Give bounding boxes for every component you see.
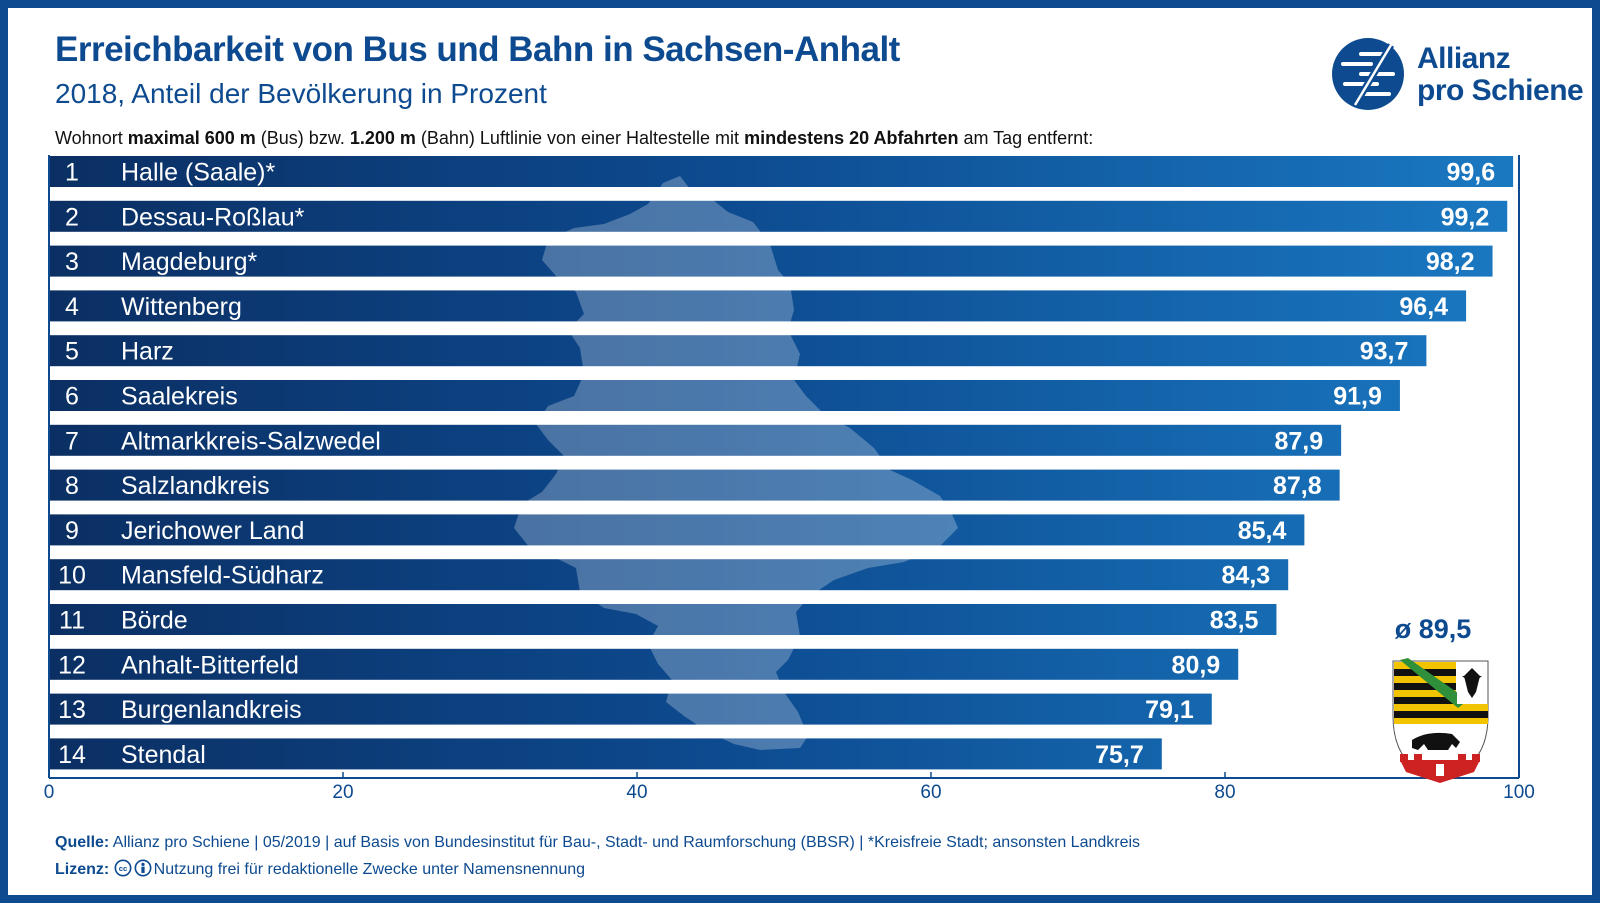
category-label: Halle (Saale)* bbox=[121, 159, 276, 187]
bar bbox=[49, 245, 1493, 277]
svg-text:cc: cc bbox=[118, 864, 127, 873]
x-axis: 0 20 40 60 80 100 bbox=[44, 155, 1535, 803]
allianz-pro-schiene-logo-icon bbox=[1332, 38, 1404, 110]
category-label: Anhalt-Bitterfeld bbox=[121, 651, 299, 679]
labels-layer: 1 Halle (Saale)* 99,6 2 Dessau-Roßlau* 99,2 3 M… bbox=[58, 159, 1495, 769]
source-label: Quelle: bbox=[55, 834, 110, 851]
bar bbox=[49, 469, 1340, 501]
rank-label: 5 bbox=[65, 338, 79, 366]
rank-label: 7 bbox=[65, 427, 79, 455]
source-text: Allianz pro Schiene | 05/2019 | auf Basi… bbox=[109, 834, 1141, 851]
category-label: Stendal bbox=[121, 741, 206, 769]
x-tick-label: 100 bbox=[1503, 782, 1535, 803]
x-tick-label: 60 bbox=[920, 782, 941, 803]
description-text-3: (Bahn) Luftlinie von einer Haltestelle m… bbox=[415, 128, 745, 148]
description-bold-3: mindestens 20 Abfahrten bbox=[744, 128, 959, 148]
category-label: Jerichower Land bbox=[121, 517, 304, 545]
description-bold-2: 1.200 m bbox=[349, 128, 416, 148]
category-label: Börde bbox=[121, 607, 188, 635]
page-title: Erreichbarkeit von Bus und Bahn in Sachs… bbox=[55, 30, 900, 69]
rank-label: 1 bbox=[65, 159, 79, 187]
attribution-icon bbox=[134, 859, 152, 877]
value-label: 99,6 bbox=[1446, 159, 1495, 187]
page-subtitle: 2018, Anteil der Bevölkerung in Prozent bbox=[55, 78, 547, 109]
license-label: Lizenz: bbox=[55, 861, 110, 878]
rank-label: 12 bbox=[58, 651, 86, 679]
rank-label: 4 bbox=[65, 293, 79, 321]
license-note: Lizenz: cc Nutzung frei für redaktionelle… bbox=[55, 859, 585, 879]
average-label: ø 89,5 bbox=[1395, 614, 1472, 644]
cc-icon: cc bbox=[114, 859, 132, 877]
x-tick-label: 40 bbox=[626, 782, 647, 803]
x-tick-label: 80 bbox=[1214, 782, 1235, 803]
logo-line-1: Allianz bbox=[1417, 42, 1511, 75]
rank-label: 10 bbox=[58, 562, 86, 590]
rank-label: 11 bbox=[59, 607, 85, 635]
bar bbox=[49, 290, 1467, 322]
description-text-2: (Bus) bzw. bbox=[255, 128, 350, 148]
category-label: Saalekreis bbox=[121, 383, 238, 411]
bar bbox=[49, 648, 1239, 680]
license-text: Nutzung frei für redaktionelle Zwecke un… bbox=[153, 861, 586, 878]
sachsen-anhalt-coat-of-arms-icon bbox=[1392, 658, 1489, 783]
bars-layer bbox=[49, 156, 1514, 770]
rank-label: 13 bbox=[58, 696, 86, 724]
category-label: Altmarkkreis-Salzwedel bbox=[121, 427, 381, 455]
description-text-4: am Tag entfernt: bbox=[958, 128, 1094, 148]
bar bbox=[49, 514, 1305, 546]
value-label: 85,4 bbox=[1238, 517, 1287, 545]
value-label: 96,4 bbox=[1399, 293, 1448, 321]
allianz-logo: Allianz pro Schiene bbox=[1331, 37, 1584, 117]
bar bbox=[49, 424, 1342, 456]
value-label: 79,1 bbox=[1145, 696, 1194, 724]
source-note: Quelle: Allianz pro Schiene | 05/2019 | … bbox=[55, 834, 1140, 852]
rank-label: 8 bbox=[65, 472, 79, 500]
value-label: 80,9 bbox=[1172, 651, 1221, 679]
value-label: 83,5 bbox=[1210, 607, 1259, 635]
bar bbox=[49, 200, 1508, 232]
value-label: 87,9 bbox=[1274, 427, 1323, 455]
description-text-1: Wohnort bbox=[55, 128, 128, 148]
state-map-silhouette-icon bbox=[514, 176, 958, 750]
category-label: Harz bbox=[121, 338, 174, 366]
category-label: Dessau-Roßlau* bbox=[121, 203, 305, 231]
category-label: Wittenberg bbox=[121, 293, 242, 321]
bar bbox=[49, 156, 1514, 187]
value-label: 84,3 bbox=[1222, 562, 1271, 590]
bar bbox=[49, 738, 1162, 770]
bar bbox=[49, 380, 1400, 411]
category-label: Burgenlandkreis bbox=[121, 696, 302, 724]
x-tick-label: 20 bbox=[332, 782, 353, 803]
rank-label: 3 bbox=[65, 248, 79, 276]
bar bbox=[49, 693, 1212, 725]
value-label: 75,7 bbox=[1095, 741, 1144, 769]
value-label: 99,2 bbox=[1441, 203, 1490, 231]
bar bbox=[49, 604, 1277, 635]
description-bold-1: maximal 600 m bbox=[127, 128, 256, 148]
rank-label: 14 bbox=[58, 741, 86, 769]
rank-label: 2 bbox=[65, 203, 79, 231]
bar bbox=[49, 335, 1427, 367]
value-label: 91,9 bbox=[1333, 383, 1382, 411]
chart-description: Wohnort maximal 600 m (Bus) bzw. 1.200 m… bbox=[55, 128, 1093, 149]
value-label: 98,2 bbox=[1426, 248, 1475, 276]
bar bbox=[49, 559, 1289, 591]
category-label: Mansfeld-Südharz bbox=[121, 562, 324, 590]
value-label: 93,7 bbox=[1360, 338, 1409, 366]
logo-wordmark: Allianz pro Schiene bbox=[1417, 42, 1584, 107]
bar-chart: 1 Halle (Saale)* 99,6 2 Dessau-Roßlau* 99,2 3 M… bbox=[44, 155, 1535, 803]
rank-label: 9 bbox=[65, 517, 79, 545]
logo-line-2: pro Schiene bbox=[1417, 74, 1584, 107]
value-label: 87,8 bbox=[1273, 472, 1322, 500]
category-label: Magdeburg* bbox=[121, 248, 257, 276]
x-tick-label: 0 bbox=[44, 782, 55, 803]
rank-label: 6 bbox=[65, 383, 79, 411]
category-label: Salzlandkreis bbox=[121, 472, 270, 500]
